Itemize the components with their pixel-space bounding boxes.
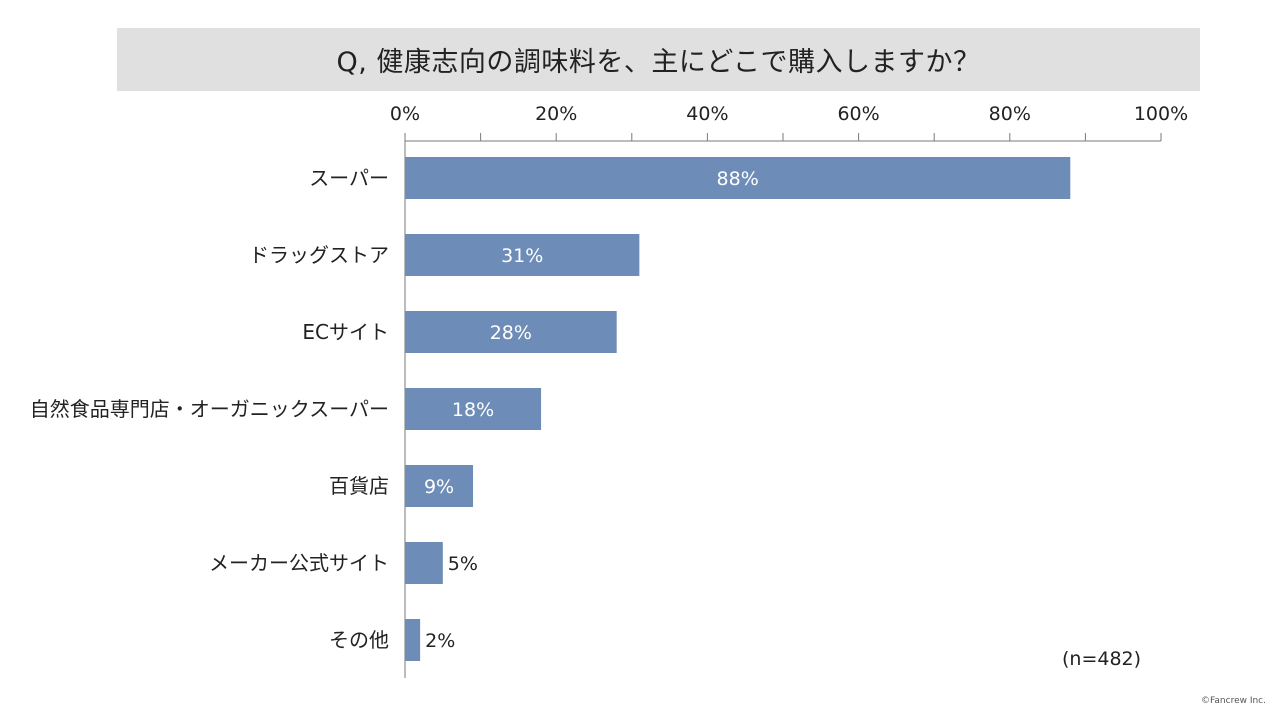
category-label: ドラッグストア: [249, 243, 389, 267]
x-tick-label: 40%: [686, 103, 728, 125]
x-tick-label: 100%: [1134, 103, 1188, 125]
sample-size-note: (n=482): [1062, 648, 1142, 670]
copyright-text: ©Fancrew Inc.: [1201, 696, 1266, 706]
category-label: 百貨店: [329, 474, 389, 498]
bar: [405, 388, 542, 430]
data-label: 31%: [501, 245, 543, 267]
category-label: メーカー公式サイト: [209, 551, 389, 575]
chart-title-bar: Q, 健康志向の調味料を、主にどこで購入しますか？: [117, 28, 1200, 91]
bar: [405, 542, 443, 584]
x-tick-label: 60%: [837, 103, 879, 125]
data-label: 28%: [490, 322, 532, 344]
bar: [405, 234, 640, 276]
category-label: その他: [329, 628, 389, 652]
category-label: 自然食品専門店・オーガニックスーパー: [30, 397, 389, 421]
data-label: 88%: [717, 168, 759, 190]
bar: [405, 311, 617, 353]
x-tick-label: 20%: [535, 103, 577, 125]
category-label: ECサイト: [302, 320, 389, 344]
x-tick-label: 80%: [989, 103, 1031, 125]
data-label: 5%: [448, 553, 478, 575]
data-label: 2%: [425, 630, 455, 652]
chart-title: Q, 健康志向の調味料を、主にどこで購入しますか？: [336, 47, 981, 78]
x-tick-label: 0%: [390, 103, 420, 125]
bar: [405, 465, 474, 507]
data-label: 9%: [424, 476, 454, 498]
bar: [405, 619, 421, 661]
bar: [405, 157, 1071, 199]
category-label: スーパー: [309, 166, 389, 190]
data-label: 18%: [452, 399, 494, 421]
